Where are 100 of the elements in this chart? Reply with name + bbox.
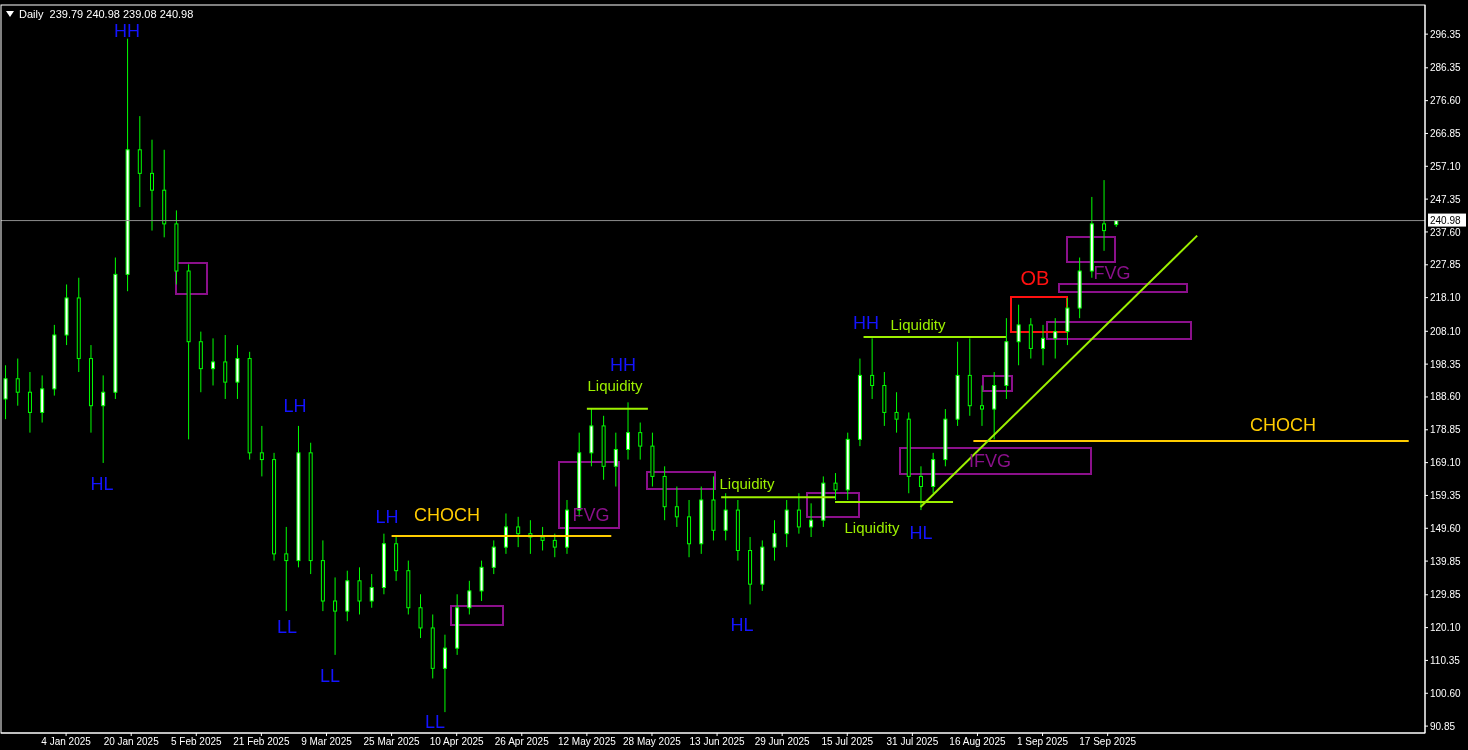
y-tick-label: 100.60	[1430, 687, 1462, 699]
y-tick-label: 90.85	[1430, 720, 1456, 732]
candlestick	[369, 573, 374, 609]
candlestick	[552, 533, 557, 558]
y-tick-label: 198.35	[1430, 358, 1462, 370]
candlestick	[1065, 297, 1070, 346]
candlestick	[894, 391, 899, 434]
x-tick-label: 16 Aug 2025	[949, 736, 1006, 748]
x-tick-label: 9 Mar 2025	[301, 736, 353, 748]
annotation: IFVG	[968, 451, 1012, 471]
candlestick	[870, 337, 875, 400]
candlestick	[150, 139, 154, 232]
annotation: FVG	[1093, 263, 1131, 283]
candlestick	[259, 425, 264, 477]
y-tick-label: 169.10	[1430, 457, 1462, 469]
chart-title: Daily 239.79 240.98 239.08 240.98	[19, 8, 194, 20]
candlestick	[357, 566, 362, 615]
candlestick	[613, 432, 618, 488]
y-tick-label: 139.85	[1430, 555, 1462, 567]
x-tick-label: 10 Apr 2025	[429, 736, 485, 748]
candlestick	[784, 499, 789, 548]
y-tick-label: 178.85	[1430, 424, 1462, 436]
x-tick-label: 29 Jun 2025	[754, 736, 811, 748]
candlestick	[809, 502, 814, 538]
annotation: Liquidity	[587, 376, 644, 394]
y-tick-label: 227.85	[1430, 259, 1462, 271]
annotation: HL	[909, 523, 933, 543]
candlestick	[674, 486, 679, 528]
candlestick	[15, 358, 20, 407]
candlestick	[223, 334, 228, 400]
y-tick-label: 159.35	[1430, 489, 1462, 501]
candlestick	[918, 465, 923, 511]
candlestick	[979, 385, 984, 427]
y-tick-label: 296.35	[1430, 28, 1462, 40]
candlestick	[235, 344, 240, 400]
candlestick	[833, 472, 838, 501]
candlestick	[626, 401, 631, 461]
x-tick-label: 15 Jul 2025	[821, 736, 874, 748]
x-tick-label: 1 Sep 2025	[1016, 736, 1069, 748]
y-tick-label: 129.85	[1430, 589, 1462, 601]
candlestick	[1053, 317, 1058, 360]
annotation: CHOCH	[1250, 415, 1316, 435]
candlestick	[3, 364, 8, 420]
annotation: LL	[276, 617, 298, 637]
candlestick	[467, 580, 472, 615]
x-tick-label: 17 Sep 2025	[1079, 736, 1137, 748]
y-tick-label: 208.10	[1430, 325, 1462, 337]
y-tick-label: 266.85	[1430, 128, 1462, 140]
candlestick	[638, 422, 643, 461]
candlestick	[284, 526, 289, 612]
y-tick-label: 110.35	[1430, 654, 1461, 666]
annotation: LL	[319, 666, 341, 686]
candlestick	[40, 374, 45, 424]
x-tick-label: 31 Jul 2025	[886, 736, 939, 748]
x-tick-label: 12 May 2025	[557, 736, 617, 748]
annotation: CHOCH	[414, 505, 480, 525]
x-tick-label: 4 Jan 2025	[41, 736, 92, 748]
annotation: HL	[90, 474, 114, 494]
y-tick-label: 149.60	[1430, 522, 1462, 534]
candlestick	[503, 512, 508, 555]
y-tick-label: 276.60	[1430, 95, 1462, 107]
x-tick-label: 28 May 2025	[623, 736, 682, 748]
candlestick	[1028, 317, 1033, 360]
y-tick-label: 237.60	[1430, 226, 1462, 238]
x-tick-label: 5 Feb 2025	[170, 736, 223, 748]
annotation: Liquidity	[719, 474, 776, 492]
annotation: HL	[730, 615, 754, 635]
candlestick	[796, 492, 801, 535]
x-tick-label: 25 Mar 2025	[363, 736, 421, 748]
annotation: Liquidity	[890, 315, 947, 333]
y-tick-label: 286.35	[1430, 62, 1462, 74]
annotation: LH	[375, 507, 399, 527]
candlestick	[491, 539, 496, 575]
annotation: OB	[1020, 267, 1050, 289]
ref-line-label: 240.98	[1430, 214, 1462, 226]
candlestick	[211, 337, 216, 386]
x-tick-label: 20 Jan 2025	[103, 736, 160, 748]
y-tick-label: 257.10	[1430, 160, 1462, 172]
candlestick	[101, 374, 106, 464]
candlestick	[27, 371, 32, 434]
candlestick	[540, 526, 545, 551]
annotation: HH	[853, 313, 879, 333]
annotation: HH	[114, 21, 140, 41]
annotation: LL	[424, 712, 446, 732]
candlestick	[772, 519, 777, 562]
candlestick	[1016, 304, 1021, 366]
y-tick-label: 218.10	[1430, 292, 1462, 304]
annotation: Liquidity	[844, 518, 901, 536]
candlestick	[992, 371, 997, 440]
y-tick-label: 188.60	[1430, 391, 1462, 403]
candlestick	[137, 115, 142, 208]
candlestick	[333, 576, 338, 656]
x-tick-label: 13 Jun 2025	[689, 736, 746, 748]
candlestick	[442, 634, 447, 713]
y-tick-label: 247.35	[1430, 193, 1462, 205]
annotation: FVG	[572, 505, 610, 525]
annotation: HH	[610, 355, 636, 375]
candlestick	[479, 560, 484, 602]
candlestick	[1041, 324, 1046, 366]
x-tick-label: 26 Apr 2025	[494, 736, 550, 748]
